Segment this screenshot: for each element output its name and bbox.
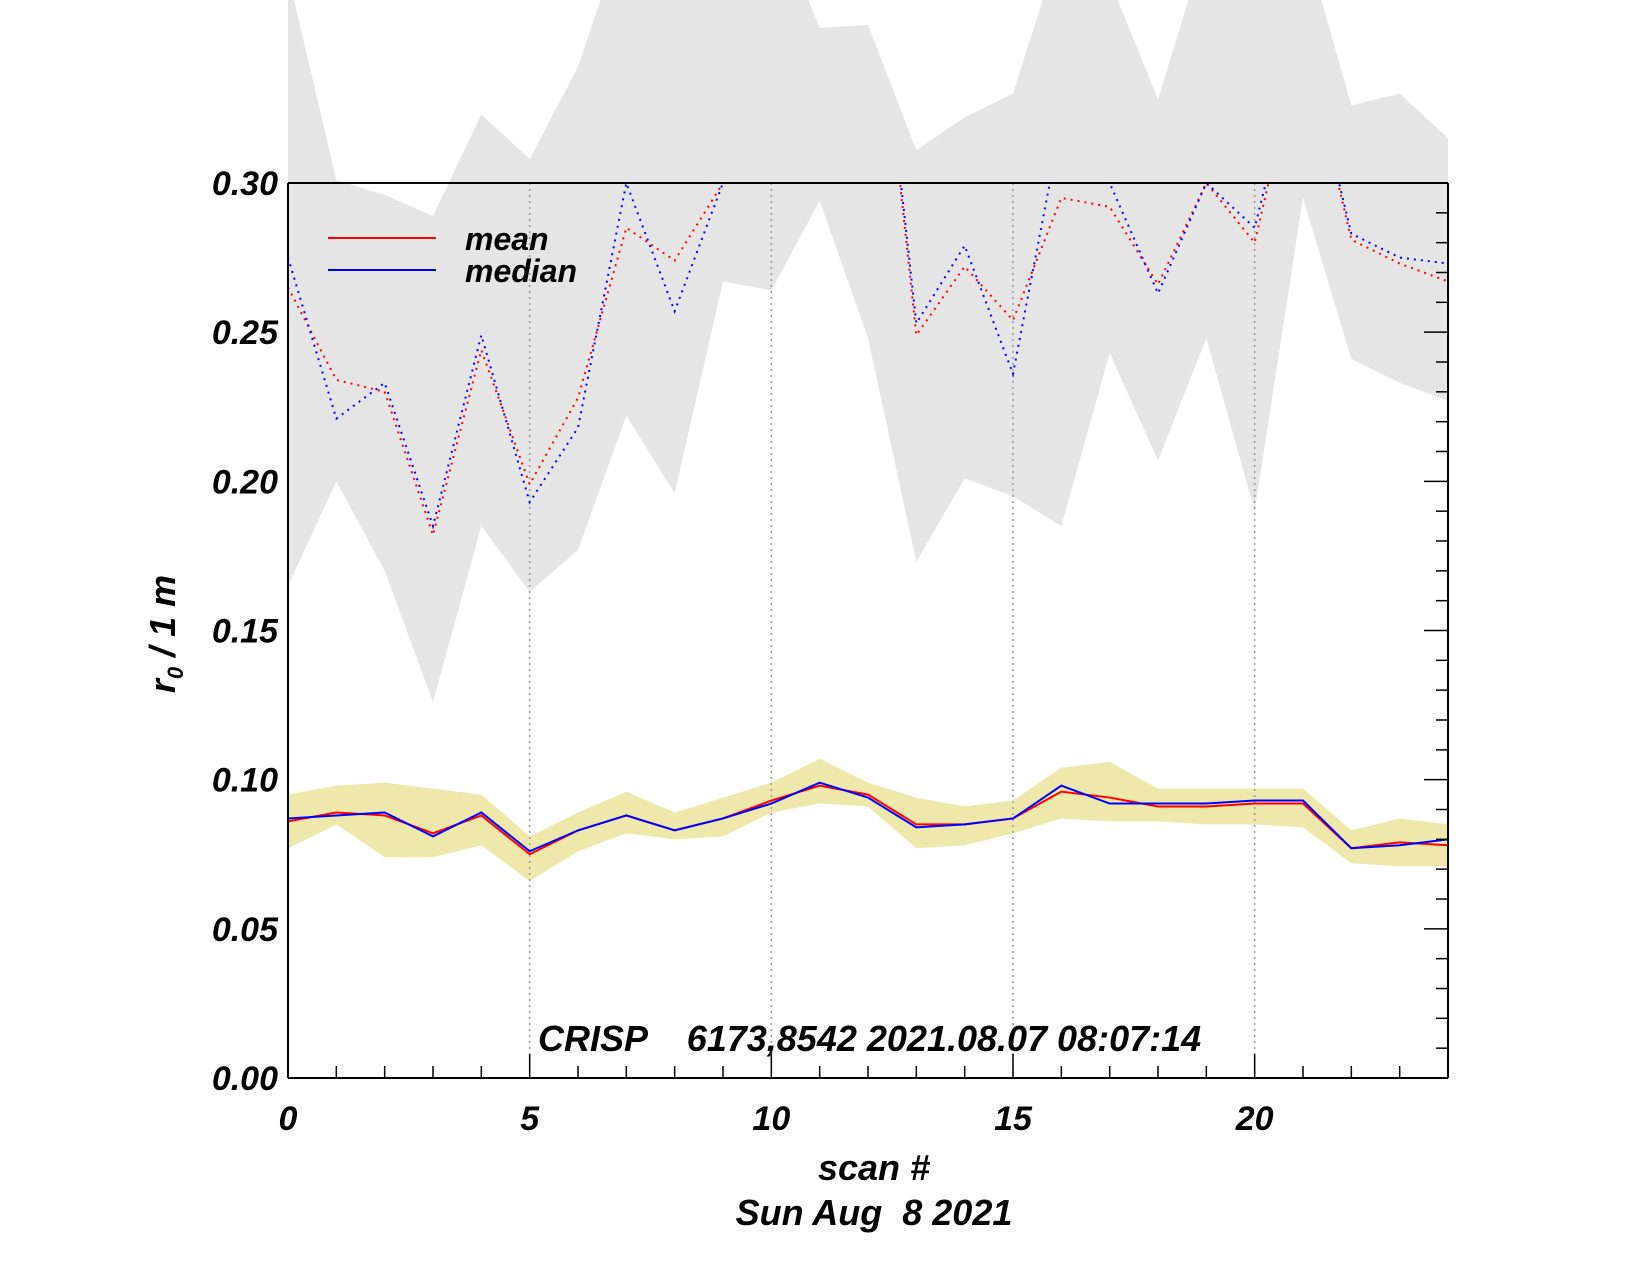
y-tick-label-0.05: 0.05: [212, 911, 279, 949]
instrument-annotation: CRISP 6173,8542 2021.08.07 08:07:14: [538, 1018, 1201, 1059]
x-tick-label-20: 20: [1235, 1100, 1274, 1138]
series-lines: [288, 183, 1448, 856]
y-axis-title-rest: / 1 m: [142, 575, 183, 667]
tick-labels: 0.00 0.05 0.10 0.15 0.20 0.25 0.30 0 5 10 15 20: [212, 165, 1274, 1138]
upper-band: [288, 0, 1448, 703]
lower-band: [288, 758, 1448, 882]
gridlines: [528, 183, 1256, 1078]
x-tick-label-15: 15: [994, 1100, 1033, 1138]
x-tick-label-0: 0: [279, 1100, 298, 1138]
ticks: [287, 182, 1449, 1079]
bands: [288, 0, 1448, 882]
y-axis-title-main: r: [142, 677, 183, 693]
y-tick-label-0.00: 0.00: [212, 1060, 278, 1098]
y-axis-title-sub: 0: [163, 666, 188, 679]
legend: mean median: [328, 221, 577, 289]
y-tick-label-0.25: 0.25: [212, 314, 279, 352]
y-tick-label-0.30: 0.30: [212, 165, 278, 203]
series-mean: [288, 784, 1448, 856]
y-tick-label-0.20: 0.20: [212, 463, 278, 501]
x-tick-label-10: 10: [752, 1100, 790, 1138]
x-axis-title: scan #: [818, 1147, 930, 1188]
legend-label-median: median: [465, 253, 577, 289]
series-median: [288, 781, 1448, 853]
y-tick-label-0.10: 0.10: [212, 762, 278, 800]
y-axis-title: r0 / 1 m: [142, 575, 188, 693]
y-tick-label-0.15: 0.15: [212, 613, 279, 651]
legend-label-mean: mean: [465, 221, 549, 257]
x-tick-label-5: 5: [520, 1100, 540, 1138]
x-axis-date: Sun Aug 8 2021: [736, 1192, 1013, 1233]
